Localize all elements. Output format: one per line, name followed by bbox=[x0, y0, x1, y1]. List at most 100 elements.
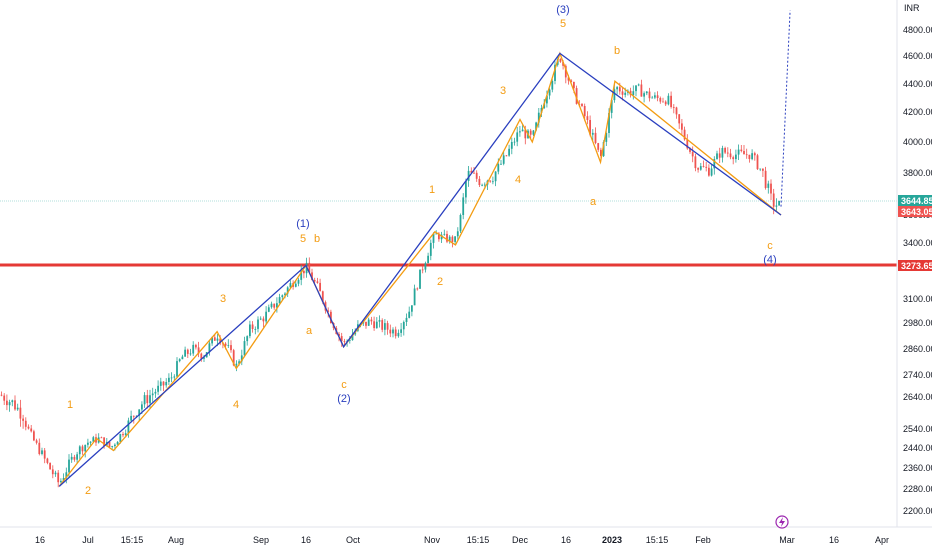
candle bbox=[84, 444, 87, 458]
candle bbox=[168, 373, 170, 385]
candle bbox=[381, 318, 384, 333]
price-tick: 4000.00 bbox=[903, 137, 932, 147]
candle bbox=[554, 61, 556, 85]
wave-label[interactable]: 5 bbox=[300, 233, 306, 245]
candle bbox=[500, 160, 502, 165]
candle bbox=[154, 388, 157, 398]
candle bbox=[178, 358, 181, 363]
candle bbox=[181, 354, 184, 360]
candle bbox=[529, 128, 532, 139]
candle bbox=[713, 156, 716, 175]
candle bbox=[367, 317, 370, 326]
candle bbox=[721, 145, 724, 163]
candle bbox=[770, 179, 772, 200]
wave-label[interactable]: (1) bbox=[296, 218, 309, 230]
candle bbox=[197, 341, 200, 358]
candle bbox=[475, 170, 478, 182]
price-tick: 2540.00 bbox=[903, 424, 932, 434]
candle bbox=[249, 320, 251, 339]
candle bbox=[97, 433, 100, 444]
candle bbox=[43, 448, 46, 464]
candle bbox=[748, 154, 751, 163]
wave-label[interactable]: 5 bbox=[560, 18, 566, 30]
candles-layer bbox=[0, 56, 780, 488]
candle bbox=[308, 257, 311, 273]
projection-line[interactable] bbox=[780, 10, 791, 207]
candle bbox=[421, 266, 424, 274]
candle bbox=[451, 235, 454, 248]
candle bbox=[462, 193, 465, 220]
candle bbox=[375, 317, 378, 329]
candle bbox=[330, 309, 332, 324]
candle bbox=[724, 146, 726, 154]
candle bbox=[751, 149, 753, 161]
candle bbox=[605, 131, 608, 146]
price-tick: 2440.00 bbox=[903, 443, 932, 453]
candle bbox=[419, 269, 421, 289]
candle bbox=[478, 176, 481, 187]
candle bbox=[675, 106, 678, 119]
wave-label[interactable]: 2 bbox=[437, 276, 443, 288]
wave-label[interactable]: (2) bbox=[337, 393, 350, 405]
wave-label[interactable]: 1 bbox=[67, 399, 73, 411]
currency-label: INR bbox=[904, 3, 920, 13]
candle bbox=[432, 232, 435, 249]
price-tick: 3400.00 bbox=[903, 238, 932, 248]
wave-label[interactable]: 4 bbox=[515, 174, 521, 186]
wave-label[interactable]: c bbox=[767, 240, 773, 252]
candle bbox=[456, 227, 459, 242]
wave-label[interactable]: b bbox=[614, 45, 620, 57]
primary-wave-line[interactable] bbox=[58, 52, 782, 487]
wave-label[interactable]: c bbox=[341, 379, 347, 391]
price-tick: 3800.00 bbox=[903, 168, 932, 178]
candle bbox=[489, 180, 492, 183]
candle bbox=[184, 346, 186, 357]
candle bbox=[548, 88, 551, 100]
price-tick: 2860.00 bbox=[903, 344, 932, 354]
candle bbox=[632, 85, 635, 100]
wave-label[interactable]: a bbox=[590, 196, 597, 208]
candle bbox=[365, 321, 367, 329]
candle bbox=[446, 230, 448, 244]
candle bbox=[81, 444, 84, 455]
candle bbox=[392, 327, 394, 338]
candle bbox=[778, 200, 780, 206]
candle bbox=[227, 339, 230, 348]
candle bbox=[240, 349, 243, 366]
time-tick: Feb bbox=[695, 535, 711, 545]
wave-label[interactable]: a bbox=[306, 325, 313, 337]
time-tick: 16 bbox=[35, 535, 45, 545]
lightning-icon[interactable] bbox=[775, 515, 789, 529]
wave-label[interactable]: 3 bbox=[500, 85, 506, 97]
candle bbox=[213, 334, 216, 341]
wave-label[interactable]: (4) bbox=[763, 254, 776, 266]
candle bbox=[35, 438, 38, 445]
candle bbox=[143, 392, 146, 408]
candle bbox=[591, 129, 594, 141]
wave-label[interactable]: b bbox=[314, 233, 320, 245]
time-tick: Aug bbox=[168, 535, 184, 545]
candle bbox=[762, 168, 764, 177]
time-tick: 16 bbox=[561, 535, 571, 545]
candle bbox=[11, 399, 14, 407]
time-tick: Mar bbox=[779, 535, 795, 545]
candle bbox=[408, 306, 411, 319]
price-tick: 4600.00 bbox=[903, 51, 932, 61]
candle bbox=[30, 425, 33, 433]
wave-label[interactable]: 3 bbox=[220, 293, 226, 305]
wave-label[interactable]: 2 bbox=[85, 485, 91, 497]
wave-label[interactable]: 4 bbox=[233, 399, 239, 411]
candle bbox=[735, 149, 737, 163]
candle bbox=[510, 137, 513, 155]
price-axis[interactable]: INR 4800.00 4600.00 4400.00 4200.00 4000.00 3… bbox=[896, 0, 932, 527]
candle bbox=[413, 284, 416, 306]
sub-wave-line[interactable] bbox=[58, 51, 782, 487]
candle bbox=[732, 155, 735, 165]
wave-label[interactable]: (3) bbox=[556, 4, 569, 16]
time-axis[interactable]: 16 Jul 15:15 Aug Sep 16 Oct Nov 15:15 Dec 16 2023 15… bbox=[0, 526, 932, 545]
candle bbox=[699, 163, 702, 171]
wave-label[interactable]: 1 bbox=[429, 184, 435, 196]
candle bbox=[73, 454, 76, 462]
candle bbox=[516, 126, 519, 147]
